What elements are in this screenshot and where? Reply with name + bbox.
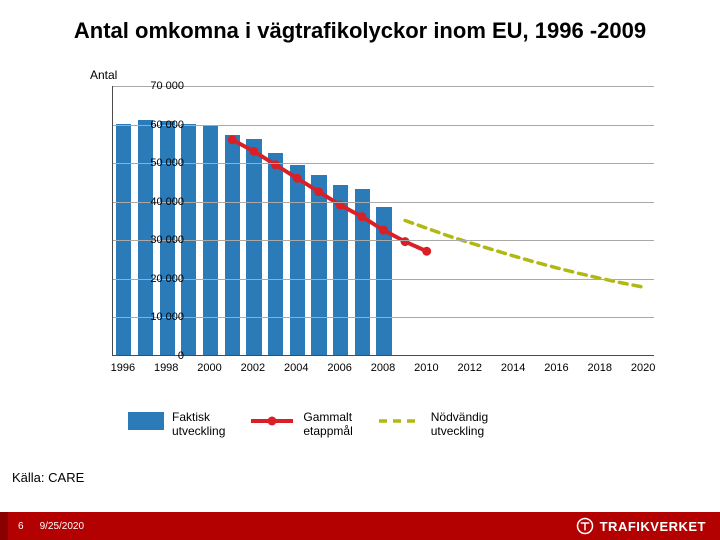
footer: 6 9/25/2020 TRAFIKVERKET	[0, 512, 720, 540]
brand-text: TRAFIKVERKET	[600, 519, 706, 534]
gridline	[113, 317, 654, 318]
gridline	[113, 240, 654, 241]
y-tick-label: 20 000	[124, 273, 184, 285]
y-tick-label: 0	[124, 350, 184, 362]
gridline	[113, 86, 654, 87]
legend-item-bar: Faktiskutveckling	[128, 410, 225, 439]
chart: 010 00020 00030 00040 00050 00060 00070 …	[50, 86, 670, 406]
y-tick-label: 70 000	[124, 80, 184, 92]
legend-swatch-required	[377, 410, 423, 432]
legend-label-required: Nödvändigutveckling	[431, 410, 488, 439]
x-tick-label: 2018	[588, 362, 612, 374]
legend-label-bar: Faktiskutveckling	[172, 410, 225, 439]
gridline	[113, 202, 654, 203]
x-tick-label: 1998	[154, 362, 178, 374]
gridline	[113, 279, 654, 280]
x-tick-label: 2000	[197, 362, 221, 374]
legend: Faktiskutveckling Gammaltetappmål Nödvän…	[128, 410, 488, 439]
brand-logo-icon	[576, 517, 594, 535]
x-tick-label: 1996	[111, 362, 135, 374]
marker-old-target	[379, 226, 388, 235]
y-tick-label: 60 000	[124, 119, 184, 131]
marker-old-target	[401, 237, 410, 246]
marker-old-target	[357, 212, 366, 221]
y-axis-label: Antal	[90, 68, 117, 82]
x-tick-label: 2014	[501, 362, 525, 374]
legend-label-old-target: Gammaltetappmål	[303, 410, 352, 439]
lines-layer	[113, 86, 654, 355]
gridline	[113, 163, 654, 164]
x-tick-label: 2004	[284, 362, 308, 374]
line-required	[405, 221, 643, 287]
x-tick-label: 2006	[327, 362, 351, 374]
legend-item-required: Nödvändigutveckling	[377, 410, 488, 439]
marker-old-target	[228, 135, 237, 144]
x-tick-label: 2010	[414, 362, 438, 374]
y-tick-label: 10 000	[124, 311, 184, 323]
marker-old-target	[271, 160, 280, 169]
plot-area	[112, 86, 654, 356]
x-tick-label: 2012	[457, 362, 481, 374]
marker-old-target	[314, 187, 323, 196]
x-tick-label: 2020	[631, 362, 655, 374]
marker-old-target	[293, 174, 302, 183]
footer-page: 6	[0, 521, 40, 532]
legend-item-old-target: Gammaltetappmål	[249, 410, 352, 439]
legend-swatch-bar	[128, 412, 164, 430]
marker-old-target	[422, 247, 431, 256]
marker-old-target	[249, 147, 258, 156]
line-old-target	[232, 140, 426, 251]
source-text: Källa: CARE	[12, 470, 84, 485]
y-tick-label: 30 000	[124, 234, 184, 246]
brand: TRAFIKVERKET	[576, 512, 706, 540]
chart-title: Antal omkomna i vägtrafikolyckor inom EU…	[0, 0, 720, 48]
y-tick-label: 40 000	[124, 196, 184, 208]
legend-swatch-old-target	[249, 410, 295, 432]
gridline	[113, 125, 654, 126]
footer-date: 9/25/2020	[40, 521, 85, 532]
x-tick-label: 2002	[241, 362, 265, 374]
x-tick-label: 2016	[544, 362, 568, 374]
x-tick-label: 2008	[371, 362, 395, 374]
y-tick-label: 50 000	[124, 157, 184, 169]
